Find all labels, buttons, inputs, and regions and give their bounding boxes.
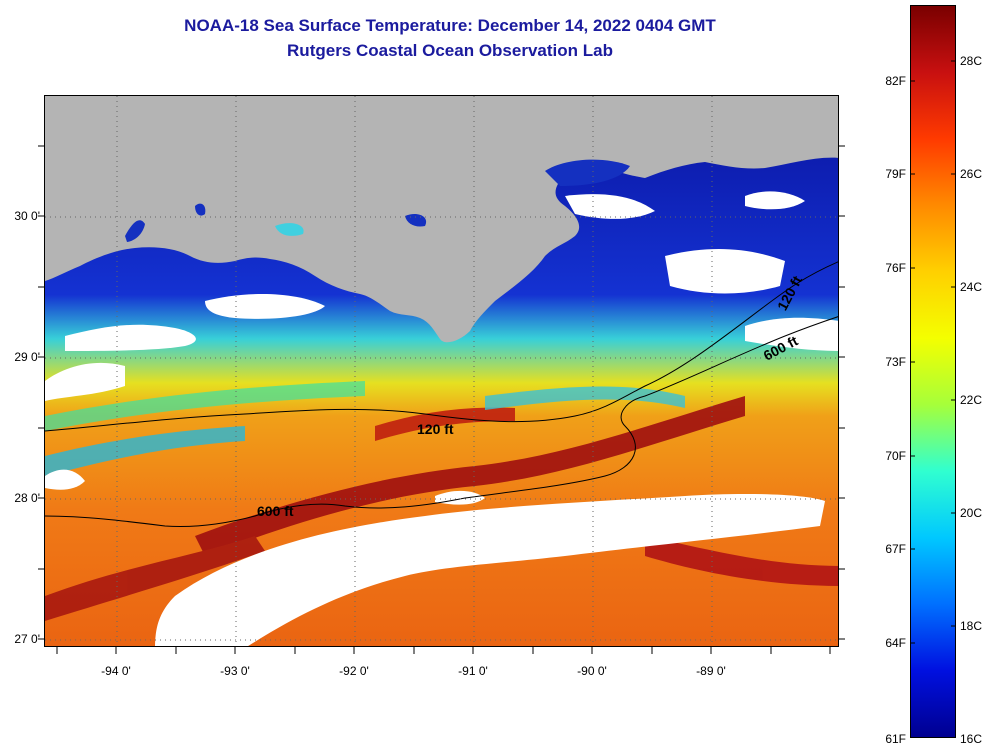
temperature-colorbar xyxy=(910,5,956,738)
colorbar-f-79: 79F xyxy=(885,167,906,181)
graticule xyxy=(45,96,838,646)
lat-label-30: 30 0' xyxy=(14,209,40,223)
inland-water xyxy=(125,159,630,242)
colorbar-f-67: 67F xyxy=(885,542,906,556)
colorbar-c-24: 24C xyxy=(960,280,983,294)
colorbar-c-20: 20C xyxy=(960,506,983,520)
colorbar-c-18: 18C xyxy=(960,619,983,633)
lat-label-27: 27 0' xyxy=(14,632,40,646)
colorbar-c-28: 28C xyxy=(960,54,983,68)
lon-label-94: -94 0' xyxy=(101,664,131,678)
lon-label-93: -93 0' xyxy=(220,664,250,678)
contour-label-120ft: 120 ft xyxy=(417,421,454,437)
axis-ticks xyxy=(38,145,845,654)
colorbar-f-76: 76F xyxy=(885,261,906,275)
colorbar-f-73: 73F xyxy=(885,355,906,369)
louisiana-coastline xyxy=(45,96,838,343)
lon-label-89: -89 0' xyxy=(696,664,726,678)
lat-label-29: 29 0' xyxy=(14,350,40,364)
colorbar-c-16: 16C xyxy=(960,732,983,746)
colorbar-f-70: 70F xyxy=(885,449,906,463)
lon-label-90: -90 0' xyxy=(577,664,607,678)
lon-label-91: -91 0' xyxy=(458,664,488,678)
colorbar-f-61: 61F xyxy=(885,732,906,746)
contour-label-600ft: 600 ft xyxy=(257,503,294,519)
colorbar-c-26: 26C xyxy=(960,167,983,181)
sst-map-canvas: 120 ft 600 ft 120 ft 600 ft xyxy=(45,96,838,646)
depth-contours xyxy=(45,261,838,527)
cloud-cover xyxy=(45,191,838,646)
colorbar-c-22: 22C xyxy=(960,393,983,407)
colorbar-f-64: 64F xyxy=(885,636,906,650)
lat-label-28: 28 0' xyxy=(14,491,40,505)
map-title: NOAA-18 Sea Surface Temperature: Decembe… xyxy=(184,16,716,35)
colorbar-f-82: 82F xyxy=(885,74,906,88)
sst-map: 120 ft 600 ft 120 ft 600 ft xyxy=(44,95,839,647)
map-subtitle: Rutgers Coastal Ocean Observation Lab xyxy=(287,41,613,60)
warm-water-streaks xyxy=(45,381,838,621)
lon-label-92: -92 0' xyxy=(339,664,369,678)
